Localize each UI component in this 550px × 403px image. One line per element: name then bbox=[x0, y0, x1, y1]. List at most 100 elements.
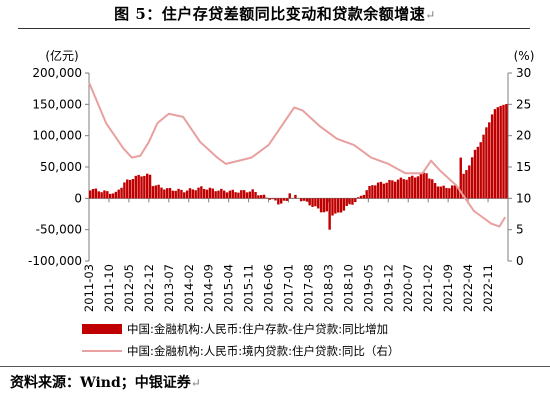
right-tick-label: 30 bbox=[516, 66, 531, 80]
legend-label-bar: 中国:金融机构:人民币:住户存款-住户贷款:同比增加 bbox=[127, 322, 389, 336]
bar bbox=[336, 198, 340, 213]
bar bbox=[488, 122, 491, 199]
bar bbox=[134, 175, 138, 199]
bar bbox=[413, 177, 417, 199]
bar bbox=[274, 198, 277, 201]
bar bbox=[171, 190, 175, 199]
x-tick-label: 2017-01 bbox=[282, 264, 296, 312]
chart-svg: 200,000 150,000 100,000 50,000 0 -50,000 -100,… bbox=[28, 48, 535, 312]
bar bbox=[368, 185, 371, 199]
right-tick-label: 25 bbox=[516, 97, 531, 111]
bar bbox=[302, 198, 306, 201]
x-tick-label: 2019-05 bbox=[361, 264, 375, 312]
bar bbox=[462, 173, 465, 199]
bar bbox=[479, 142, 482, 199]
bar bbox=[268, 198, 271, 200]
bar bbox=[89, 190, 92, 199]
bar bbox=[354, 198, 357, 203]
bar bbox=[448, 188, 451, 199]
bar bbox=[428, 178, 431, 199]
x-tick-label: 2022-11 bbox=[481, 264, 495, 312]
bar bbox=[225, 192, 229, 199]
bar bbox=[294, 194, 297, 199]
bar bbox=[265, 197, 269, 199]
bar bbox=[476, 146, 480, 199]
bar bbox=[114, 191, 118, 199]
bar bbox=[194, 190, 197, 199]
bar bbox=[177, 188, 180, 199]
x-tick-label: 2020-07 bbox=[401, 264, 415, 312]
bar bbox=[334, 198, 337, 214]
bar bbox=[151, 186, 155, 199]
x-tick-label: 2011-03 bbox=[82, 264, 96, 312]
bar bbox=[365, 190, 368, 199]
bar bbox=[91, 188, 95, 199]
axes-group: 200,000 150,000 100,000 50,000 0 -50,000 -100,… bbox=[28, 66, 531, 312]
left-tick-label: 150,000 bbox=[32, 97, 82, 111]
bar bbox=[126, 179, 129, 199]
x-tick-label: 2012-05 bbox=[122, 264, 136, 312]
bar bbox=[505, 104, 508, 199]
bar bbox=[496, 107, 500, 199]
bar bbox=[128, 179, 132, 199]
x-tick-label: 2011-10 bbox=[102, 264, 116, 312]
bar bbox=[148, 174, 152, 199]
bar bbox=[154, 185, 157, 199]
bar bbox=[237, 192, 240, 199]
left-tick-label: 0 bbox=[74, 191, 82, 205]
bar bbox=[385, 182, 388, 199]
bar bbox=[131, 179, 135, 199]
bar bbox=[260, 195, 263, 199]
bar bbox=[279, 198, 283, 204]
bar bbox=[248, 191, 252, 199]
bar bbox=[439, 186, 443, 199]
bar bbox=[319, 198, 323, 213]
bar bbox=[288, 193, 291, 199]
bar-series-group bbox=[89, 104, 508, 230]
bar bbox=[231, 189, 234, 199]
bar bbox=[305, 198, 309, 202]
bar bbox=[197, 187, 200, 199]
right-tick-label: 0 bbox=[516, 254, 524, 268]
right-axis-unit: (%) bbox=[514, 49, 535, 63]
paragraph-mark-icon: ↵ bbox=[425, 8, 436, 22]
bar bbox=[123, 182, 126, 199]
bar bbox=[245, 192, 249, 199]
bar bbox=[234, 192, 237, 199]
bar bbox=[208, 187, 212, 199]
bar bbox=[262, 194, 266, 199]
bar bbox=[379, 181, 383, 199]
bar bbox=[419, 172, 423, 199]
bar bbox=[217, 190, 220, 199]
line-series-group bbox=[88, 82, 507, 228]
x-tick-label: 2012-12 bbox=[142, 264, 156, 312]
legend-swatch-bar bbox=[82, 324, 122, 334]
bar bbox=[470, 157, 474, 199]
bar bbox=[325, 198, 328, 212]
bar bbox=[254, 191, 257, 199]
legend-item-bar: 中国:金融机构:人民币:住户存款-住户贷款:同比增加 bbox=[82, 318, 399, 340]
x-tick-label: 2018-03 bbox=[321, 264, 335, 312]
bar bbox=[473, 149, 477, 199]
left-tick-label: -100,000 bbox=[28, 254, 82, 268]
left-tick-label: 200,000 bbox=[32, 66, 82, 80]
bar bbox=[106, 191, 109, 199]
bar bbox=[140, 176, 143, 199]
bar bbox=[108, 193, 112, 199]
bar bbox=[277, 198, 280, 205]
bar bbox=[351, 198, 354, 205]
bar bbox=[308, 198, 311, 206]
x-tick-label: 2017-08 bbox=[301, 264, 315, 312]
bar bbox=[405, 179, 408, 199]
title-rule bbox=[18, 28, 530, 29]
bar bbox=[362, 194, 366, 199]
x-tick-label: 2013-07 bbox=[162, 264, 176, 312]
bar bbox=[120, 187, 123, 199]
source-text: 资料来源：Wind；中银证券 bbox=[10, 375, 191, 391]
bar bbox=[436, 186, 440, 199]
bar bbox=[220, 188, 223, 199]
bar bbox=[459, 157, 462, 199]
legend-item-line: 中国:金融机构:人民币:境内贷款:住户贷款:同比（右） bbox=[82, 340, 399, 362]
bar bbox=[328, 198, 331, 230]
bar bbox=[157, 184, 160, 199]
